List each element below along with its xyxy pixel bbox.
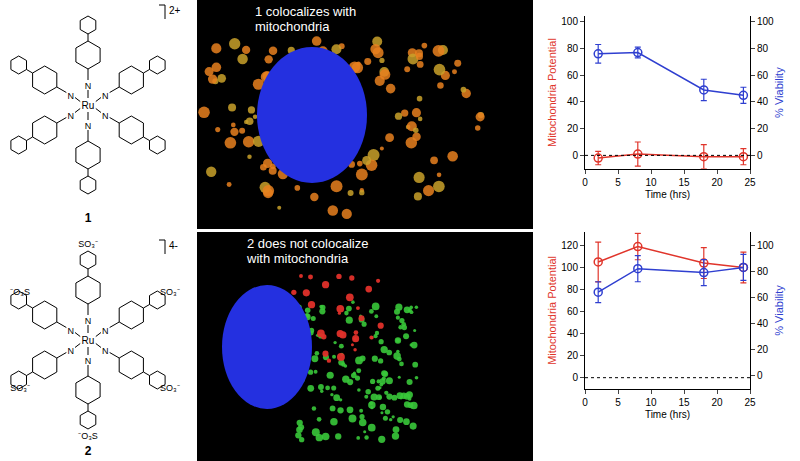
svg-text:100: 100 xyxy=(561,16,578,27)
svg-text:80: 80 xyxy=(567,43,579,54)
svg-text:SO₃⁻: SO₃⁻ xyxy=(160,383,180,393)
svg-text:% Viability: % Viability xyxy=(773,285,785,336)
svg-text:Ru: Ru xyxy=(82,335,95,346)
svg-text:2+: 2+ xyxy=(169,5,181,16)
svg-text:% Viability: % Viability xyxy=(773,67,785,118)
svg-text:10: 10 xyxy=(645,397,657,408)
svg-text:Time (hrs): Time (hrs) xyxy=(645,409,690,420)
svg-text:SO₃⁻: SO₃⁻ xyxy=(160,287,180,297)
svg-text:N: N xyxy=(67,346,74,356)
svg-text:N: N xyxy=(102,326,109,336)
svg-text:N: N xyxy=(102,111,109,121)
svg-text:25: 25 xyxy=(744,177,756,188)
svg-text:Time (hrs): Time (hrs) xyxy=(645,189,690,200)
svg-text:0: 0 xyxy=(582,177,588,188)
svg-text:2: 2 xyxy=(85,444,92,458)
svg-text:N: N xyxy=(102,346,109,356)
svg-text:0: 0 xyxy=(582,397,588,408)
svg-text:40: 40 xyxy=(567,96,579,107)
svg-text:15: 15 xyxy=(678,397,690,408)
svg-text:80: 80 xyxy=(757,266,769,277)
svg-text:20: 20 xyxy=(711,177,723,188)
svg-text:0: 0 xyxy=(757,150,763,161)
svg-text:⁻O₃S: ⁻O₃S xyxy=(10,287,30,297)
svg-text:40: 40 xyxy=(757,96,769,107)
svg-text:SO₃⁻: SO₃⁻ xyxy=(78,239,98,249)
svg-text:20: 20 xyxy=(567,350,579,361)
svg-text:0: 0 xyxy=(757,370,763,381)
svg-text:SO₃⁻: SO₃⁻ xyxy=(10,383,30,393)
svg-text:60: 60 xyxy=(757,70,769,81)
svg-text:100: 100 xyxy=(561,262,578,273)
svg-text:Ru: Ru xyxy=(82,100,95,111)
svg-text:5: 5 xyxy=(615,397,621,408)
svg-text:60: 60 xyxy=(567,70,579,81)
svg-text:Mitochondria Potential: Mitochondria Potential xyxy=(546,256,558,365)
svg-text:N: N xyxy=(85,121,92,131)
svg-text:100: 100 xyxy=(757,16,774,27)
svg-text:⁻O₃S: ⁻O₃S xyxy=(78,431,98,441)
svg-text:mitochondria: mitochondria xyxy=(255,19,330,34)
svg-text:15: 15 xyxy=(678,177,690,188)
svg-text:60: 60 xyxy=(567,306,579,317)
svg-text:0: 0 xyxy=(572,372,578,383)
svg-text:N: N xyxy=(85,316,92,326)
svg-text:with mitochondria: with mitochondria xyxy=(246,251,349,266)
svg-text:40: 40 xyxy=(567,328,579,339)
svg-text:0: 0 xyxy=(572,150,578,161)
svg-text:80: 80 xyxy=(567,284,579,295)
svg-text:N: N xyxy=(67,91,74,101)
svg-text:10: 10 xyxy=(645,177,657,188)
svg-text:80: 80 xyxy=(757,43,769,54)
svg-text:20: 20 xyxy=(711,397,723,408)
svg-text:4-: 4- xyxy=(169,240,178,251)
svg-text:20: 20 xyxy=(757,344,769,355)
svg-text:100: 100 xyxy=(757,240,774,251)
svg-text:2 does not colocalize: 2 does not colocalize xyxy=(247,236,368,251)
svg-text:N: N xyxy=(67,326,74,336)
svg-text:N: N xyxy=(85,81,92,91)
svg-text:40: 40 xyxy=(757,318,769,329)
svg-text:Mitochondria Potential: Mitochondria Potential xyxy=(546,38,558,147)
svg-text:N: N xyxy=(67,111,74,121)
svg-text:N: N xyxy=(102,91,109,101)
svg-text:60: 60 xyxy=(757,292,769,303)
svg-text:5: 5 xyxy=(615,177,621,188)
svg-text:120: 120 xyxy=(561,240,578,251)
svg-text:N: N xyxy=(85,356,92,366)
svg-text:1: 1 xyxy=(85,211,92,225)
svg-text:25: 25 xyxy=(744,397,756,408)
svg-text:1 colocalizes with: 1 colocalizes with xyxy=(255,4,356,19)
svg-text:20: 20 xyxy=(757,123,769,134)
svg-text:20: 20 xyxy=(567,123,579,134)
